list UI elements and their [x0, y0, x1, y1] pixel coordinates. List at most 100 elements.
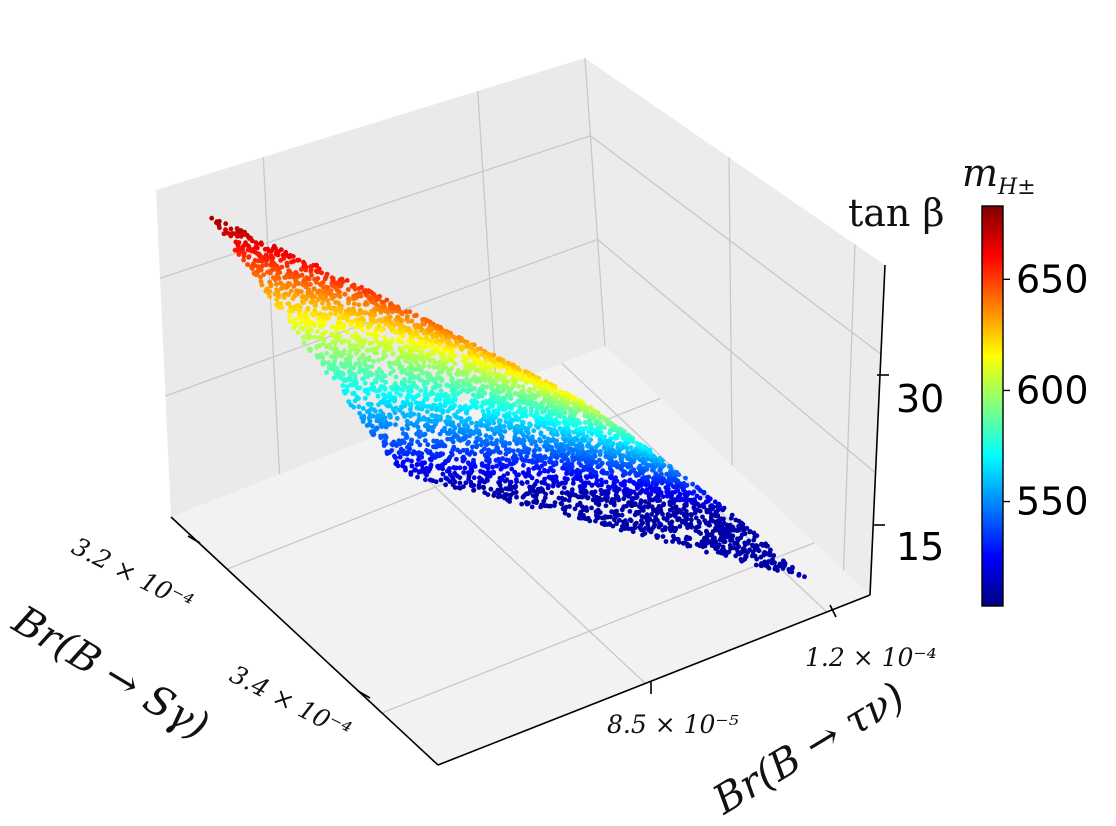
scatter-point [351, 308, 357, 313]
scatter-point [360, 406, 366, 411]
scatter-point [452, 425, 458, 431]
scatter-point [576, 407, 581, 413]
scatter-point [240, 243, 246, 249]
scatter-point [545, 426, 551, 432]
scatter-point [529, 504, 535, 510]
scatter-point [499, 434, 505, 440]
scatter-point [228, 226, 234, 232]
scatter-point [513, 431, 518, 437]
scatter-point [498, 493, 504, 499]
scatter-point [733, 517, 739, 523]
scatter-point [393, 405, 399, 411]
scatter-point [513, 484, 519, 489]
scatter-point [497, 460, 503, 466]
scatter-point [642, 514, 648, 520]
scatter-point [656, 486, 662, 492]
colorbar-gradient [981, 205, 1004, 607]
scatter-point [621, 496, 627, 502]
scatter-point [630, 529, 636, 535]
scatter-point [588, 437, 594, 443]
scatter-point [390, 303, 396, 309]
scatter-point [359, 284, 364, 290]
scatter-point [253, 272, 259, 278]
scatter-point [720, 539, 726, 544]
scatter-point [334, 287, 340, 293]
scatter-point [575, 452, 580, 458]
scatter-point [619, 524, 625, 529]
scatter-point [365, 401, 371, 407]
scatter-point [644, 446, 650, 452]
scatter-point [474, 357, 479, 363]
scatter-point [434, 451, 440, 457]
x-axis-label: Br(B → Sγ) [4, 597, 217, 750]
scatter-point [684, 516, 690, 522]
scatter-point [532, 481, 538, 487]
scatter-point [335, 374, 341, 379]
scatter-point [488, 362, 493, 368]
scatter-point [644, 456, 650, 462]
scatter-point [621, 461, 627, 467]
scatter-point [481, 485, 487, 491]
scatter-point [482, 354, 488, 360]
scatter-point [336, 300, 341, 306]
scatter-point [298, 325, 304, 331]
scatter-point [374, 296, 380, 302]
scatter-point [623, 486, 628, 492]
scatter-point [302, 276, 308, 282]
scatter-point [333, 334, 339, 340]
scatter-point [340, 326, 346, 332]
scatter-point [388, 326, 394, 331]
scatter-point [390, 368, 396, 374]
scatter-point [539, 458, 544, 463]
scatter-point [376, 366, 382, 372]
scatter-point [508, 479, 514, 485]
scatter-point [427, 418, 433, 424]
scatter-point [402, 465, 408, 471]
scatter-point [374, 426, 379, 432]
scatter-point [552, 393, 558, 398]
scatter-point [456, 435, 461, 440]
scatter-point [721, 535, 727, 540]
scatter-point [305, 290, 311, 295]
scatter-point [550, 468, 556, 474]
scatter-point [357, 385, 363, 391]
scatter-point [466, 439, 471, 445]
scatter-point [534, 490, 539, 495]
scatter-point [583, 480, 588, 486]
left-wall-pane [156, 58, 605, 517]
scatter-point [488, 440, 494, 446]
scatter-point [301, 300, 306, 305]
scatter-point [369, 364, 375, 369]
scatter-point [526, 387, 532, 393]
scatter-point [655, 517, 660, 523]
scatter-point [545, 398, 551, 404]
scatter-point [696, 529, 702, 535]
scatter-point [403, 309, 409, 315]
scatter-point [357, 311, 363, 317]
scatter-point [384, 297, 390, 303]
scatter-point [425, 427, 431, 433]
scatter-point [667, 513, 673, 519]
scatter-point [477, 431, 483, 437]
grid-line [590, 135, 882, 355]
scatter-point [624, 446, 630, 451]
scatter-point [409, 438, 415, 443]
scatter-point [787, 569, 793, 575]
scatter-point [537, 447, 542, 452]
scatter-point [473, 423, 479, 429]
scatter-point [341, 338, 346, 344]
scatter-point [435, 323, 440, 329]
scatter-point [374, 372, 380, 378]
scatter-point [506, 414, 512, 420]
scatter-point [621, 469, 627, 475]
scatter-point [677, 524, 683, 529]
scatter-point [471, 487, 476, 493]
scatter-point [468, 345, 474, 351]
scatter-point [647, 516, 652, 522]
scatter-point [283, 291, 289, 297]
scatter-point [733, 553, 739, 559]
scatter-point [508, 393, 514, 399]
scatter-point [496, 356, 502, 362]
scatter-point [409, 394, 415, 400]
scatter-point [554, 443, 559, 449]
